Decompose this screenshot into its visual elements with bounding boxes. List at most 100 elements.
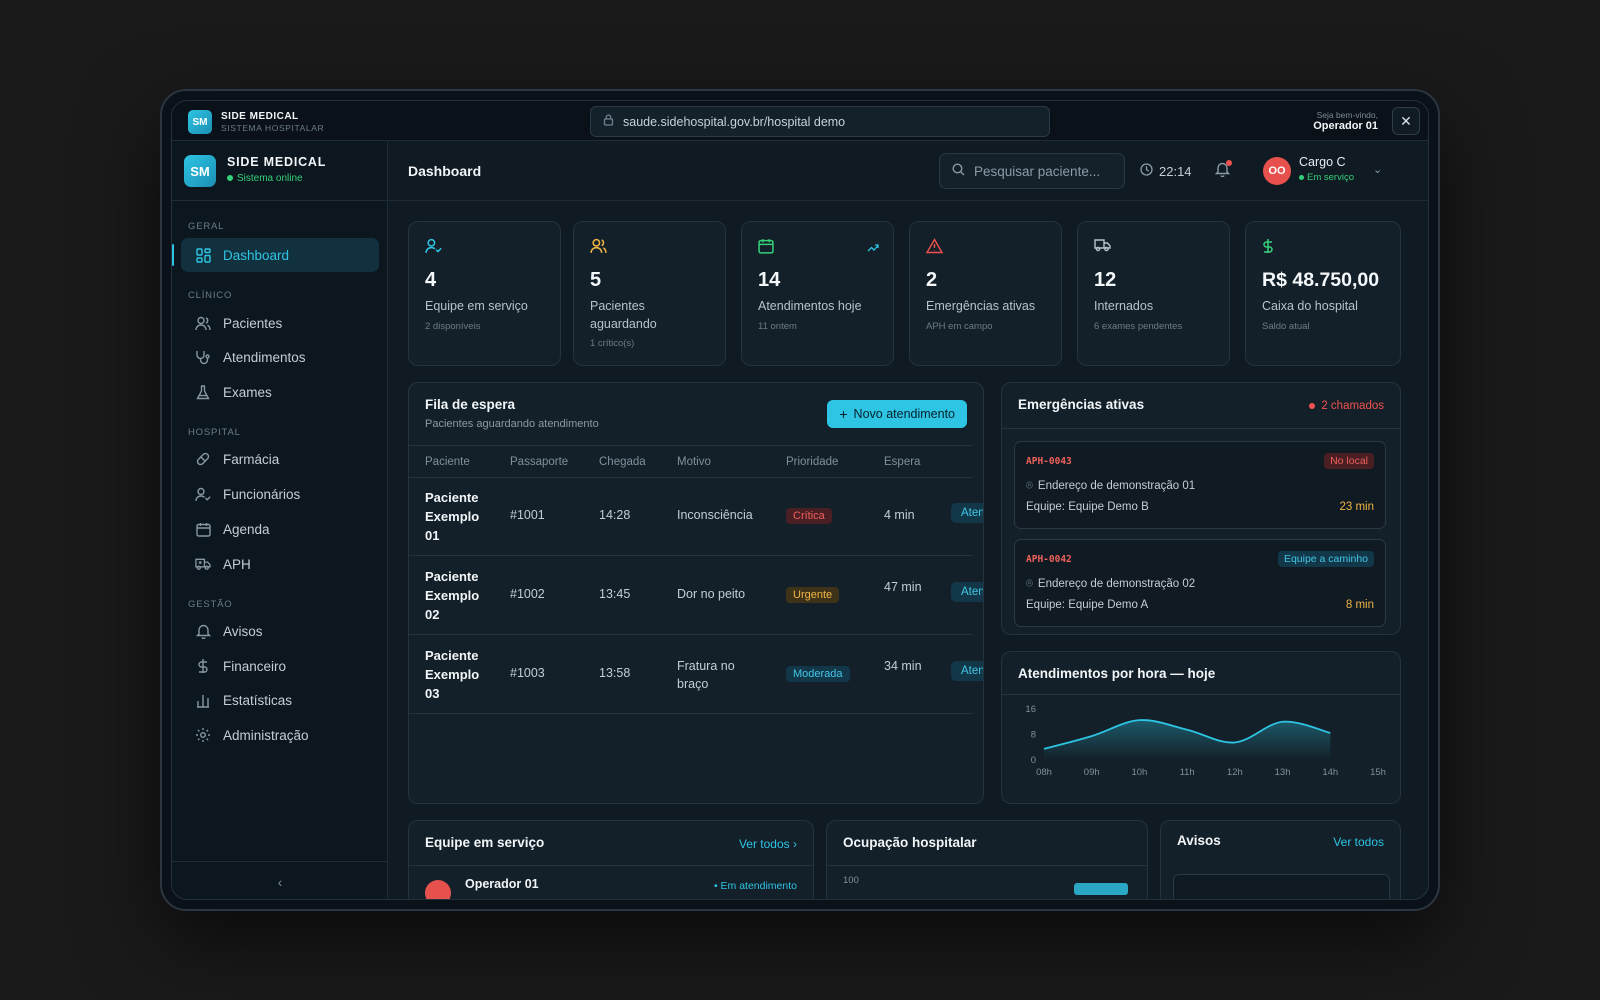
ambulance-icon [195,556,211,572]
sidebar-item-agenda[interactable]: Agenda [181,512,379,546]
emergency-code: APH-0043 [1026,456,1072,467]
stat-sub: 11 ontem [758,321,797,332]
notifications-button[interactable] [1214,160,1232,182]
chevron-down-icon[interactable]: ⌄ [1373,164,1383,176]
attend-button[interactable]: Atender [951,661,983,681]
table-row[interactable]: Paciente Exemplo 01 #1001 14:28 Inconsci… [409,478,983,556]
device-frame: SM SIDE MEDICAL SISTEMA HOSPITALAR saude… [160,89,1440,911]
search-placeholder: Pesquisar paciente... [974,163,1101,179]
url-bar[interactable]: saude.sidehospital.gov.br/hospital demo [590,106,1050,137]
stat-value: 2 [926,269,938,291]
stat-value: 14 [758,269,781,291]
map-pin-icon: ⌾ [1026,480,1033,492]
sidebar-item-atendimentos[interactable]: Atendimentos [181,340,379,374]
stat-label: Emergências ativas [926,299,1036,313]
sidebar-item-administracao[interactable]: Administração [181,718,379,752]
brand-subtitle: SISTEMA HOSPITALAR [221,123,325,133]
sidebar-item-avisos[interactable]: Avisos [181,614,379,648]
sidebar-item-label: Avisos [223,623,263,639]
pill-icon [195,451,211,467]
sidebar-item-label: Administração [223,727,309,743]
bar-chart-icon [195,692,211,708]
x-tick-label: 11h [1180,767,1195,778]
x-tick-label: 08h [1036,767,1052,778]
y-tick-label: 8 [1031,730,1036,741]
patient-name: Paciente Exemplo 01 [425,490,480,543]
attend-button[interactable]: Atender [951,503,983,523]
sidebar-header: SM SIDE MEDICAL Sistema online [172,141,387,201]
sidebar-item-pacientes[interactable]: Pacientes [181,306,379,340]
x-tick-label: 10h [1131,767,1147,778]
stat-card-waiting[interactable]: 5 Pacientes aguardando 1 crítico(s) [573,221,726,366]
sidebar-item-estatisticas[interactable]: Estatísticas [181,683,379,717]
emergency-item[interactable]: APH-0043 No local ⌾ Endereço de demonstra… [1014,441,1386,529]
attend-button[interactable]: Atender [951,582,983,602]
gear-icon [195,727,211,743]
team-see-all-link[interactable]: Ver todos › [739,837,797,851]
wait-time: 47 min [884,580,922,594]
sidebar-item-dashboard[interactable]: Dashboard [172,238,379,272]
stat-label: Caixa do hospital [1262,299,1358,313]
priority-badge: Moderada [786,666,850,682]
sidebar-item-label: Financeiro [223,658,287,674]
brand-logo: SM [188,110,212,134]
notices-see-all-link[interactable]: Ver todos [1333,835,1384,849]
sidebar-item-funcionarios[interactable]: Funcionários [181,477,379,511]
emergency-item[interactable]: APH-0042 Equipe a caminho ⌾ Endereço de d… [1014,539,1386,627]
sidebar-item-farmacia[interactable]: Farmácia [181,442,379,476]
lock-icon [603,114,614,129]
new-appointment-button[interactable]: + Novo atendimento [827,400,967,428]
sidebar-item-financeiro[interactable]: Financeiro [181,649,379,683]
sidebar-item-aph[interactable]: APH [181,547,379,581]
stat-card-emergencies[interactable]: 2 Emergências ativas APH em campo [909,221,1062,366]
close-button[interactable]: ✕ [1392,107,1420,135]
stat-card-today[interactable]: 14 Atendimentos hoje 11 ontem [741,221,894,366]
clock-time: 22:14 [1159,163,1192,179]
app-screen: SM SIDE MEDICAL SISTEMA HOSPITALAR saude… [171,100,1429,900]
stat-sub: 6 exames pendentes [1094,321,1183,332]
arrival-time: 14:28 [599,508,631,522]
bell-icon [195,623,211,639]
table-row[interactable]: Paciente Exemplo 03 #1003 13:58 Fratura … [409,636,983,714]
occupancy-bar [1074,883,1128,895]
user-check-icon [425,238,442,259]
search-input[interactable]: Pesquisar paciente... [939,153,1125,189]
notice-item[interactable] [1173,874,1390,899]
emergencies-title: Emergências ativas [1018,397,1145,412]
stat-card-cash[interactable]: R$ 48.750,00 Caixa do hospital Saldo atu… [1245,221,1401,366]
sidebar-item-label: Funcionários [223,486,301,502]
occupancy-axis-label: 100 [843,875,859,886]
users-icon [590,238,607,259]
stat-card-inpatients[interactable]: 12 Internados 6 exames pendentes [1077,221,1230,366]
user-name[interactable]: Cargo C [1299,155,1346,169]
column-header: Prioridade [786,456,839,468]
passport: #1001 [510,508,545,522]
queue-card: Fila de espera Pacientes aguardando aten… [408,382,984,804]
hourly-chart-card: Atendimentos por hora — hoje 0 8 16 08h 09h 1… [1001,651,1401,804]
table-row[interactable]: Paciente Exemplo 02 #1002 13:45 Dor no p… [409,557,983,635]
stat-card-team[interactable]: 4 Equipe em serviço 2 disponíveis [408,221,561,366]
see-all-label: Ver todos [738,837,790,851]
column-header: Motivo [677,456,711,468]
dashboard-icon [195,247,211,263]
alert-triangle-icon [925,238,944,259]
reason: Fratura no braço [677,659,735,691]
occupancy-card: Ocupação hospitalar 100 [826,820,1148,899]
team-member-status-text: Em atendimento [720,880,797,892]
emergency-team: Equipe: Equipe Demo B [1026,501,1149,513]
sidebar-logo: SM [184,155,216,187]
reason: Dor no peito [677,587,746,601]
operator-name: Operador 01 [1313,120,1378,132]
emergency-time: 8 min [1345,599,1374,611]
patient-name: Paciente Exemplo 03 [425,648,480,701]
divider [1002,694,1400,695]
url-text: saude.sidehospital.gov.br/hospital demo [623,114,846,129]
avatar[interactable]: OO [1263,157,1291,185]
calendar-icon [195,521,211,537]
stat-sub: Saldo atual [1262,321,1310,332]
dashboard-content: 4 Equipe em serviço 2 disponíveis 5 Paci… [388,201,1428,899]
column-header: Espera [884,456,921,468]
divider [827,865,1147,866]
sidebar-item-exames[interactable]: Exames [181,375,379,409]
collapse-sidebar-button[interactable]: ‹ [172,861,388,899]
